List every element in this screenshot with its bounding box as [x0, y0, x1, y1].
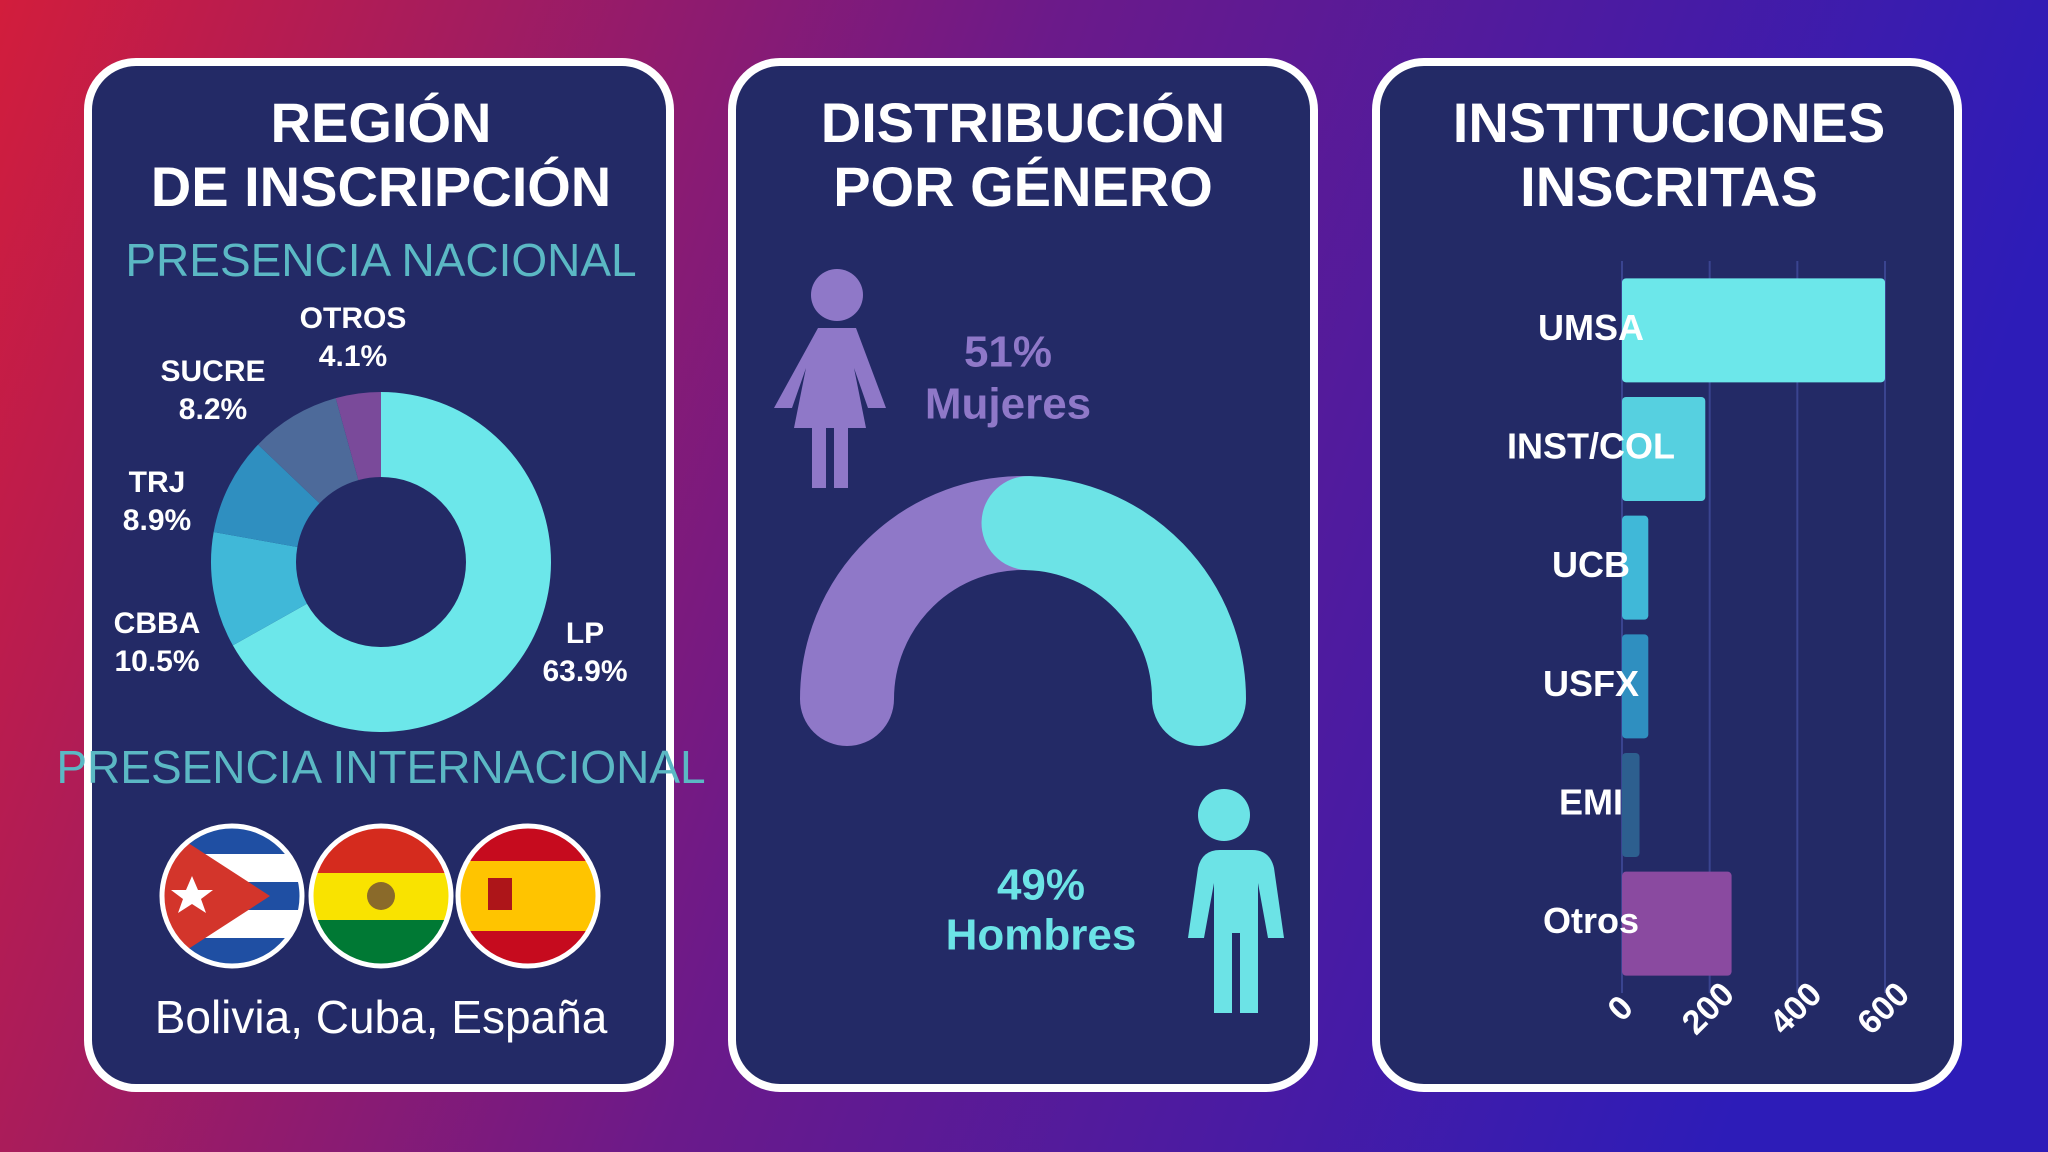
donut-segment — [335, 392, 381, 481]
title: DE INSCRIPCIÓN — [151, 155, 612, 218]
bar — [1622, 753, 1640, 857]
title: DISTRIBUCIÓN — [821, 91, 1225, 154]
y-tick-label: USFX — [1543, 663, 1639, 704]
title: INSTITUCIONES — [1453, 91, 1885, 154]
gender-arc — [981, 476, 1246, 746]
category-label: Hombres — [946, 911, 1137, 960]
woman-icon — [774, 269, 886, 488]
panel — [728, 58, 1318, 1092]
value-label: 51% — [964, 328, 1052, 377]
countries: Bolivia, Cuba, España — [155, 991, 608, 1043]
category-label: Mujeres — [925, 380, 1091, 429]
flag-spain — [455, 823, 601, 969]
donut-segment — [213, 444, 320, 547]
bar — [1622, 397, 1706, 501]
y-tick-label: Otros — [1543, 900, 1639, 941]
y-tick-label: UMSA — [1538, 307, 1644, 348]
value-label: 63.9% — [542, 655, 627, 688]
title: REGIÓN — [271, 91, 492, 154]
y-tick-label: INST/COL — [1507, 426, 1675, 467]
donut-segment — [232, 392, 551, 733]
y-tick-label: UCB — [1552, 544, 1630, 585]
donut-segment — [258, 398, 359, 504]
annotation: PRESENCIA INTERNACIONAL — [56, 741, 705, 793]
category-label: OTROS — [300, 302, 407, 335]
category-label: CBBA — [114, 607, 201, 640]
bar — [1622, 278, 1885, 383]
bar — [1622, 871, 1732, 976]
man-icon — [1188, 789, 1284, 1013]
category-label: TRJ — [129, 466, 186, 499]
flag-cuba — [159, 823, 305, 969]
value-label: 49% — [997, 861, 1085, 910]
donut-segment — [211, 531, 307, 646]
value-label: 10.5% — [114, 645, 199, 678]
bar — [1622, 634, 1649, 739]
subtitle: PRESENCIA NACIONAL — [125, 234, 636, 286]
value-label: 8.2% — [179, 393, 247, 426]
category-label: LP — [566, 617, 604, 650]
bar — [1622, 515, 1649, 620]
title: POR GÉNERO — [833, 155, 1213, 218]
value-label: 4.1% — [319, 340, 387, 373]
category-label: SUCRE — [160, 355, 265, 388]
title: INSCRITAS — [1520, 155, 1818, 218]
value-label: 8.9% — [123, 504, 191, 537]
y-tick-label: EMI — [1559, 782, 1623, 823]
flag-bolivia — [308, 823, 454, 969]
